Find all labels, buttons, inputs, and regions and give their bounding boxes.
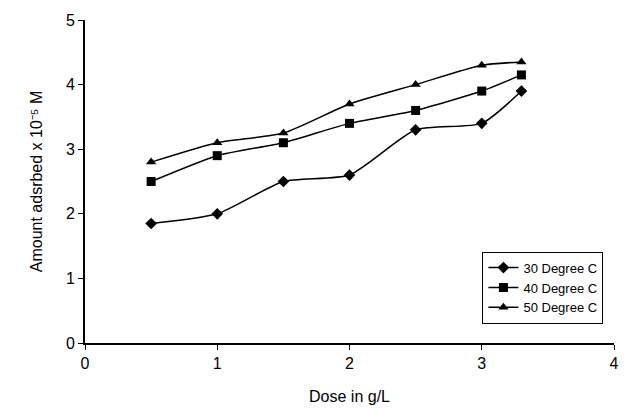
- svg-text:50 Degree C: 50 Degree C: [523, 300, 597, 315]
- svg-text:Dose in g/L: Dose in g/L: [309, 388, 390, 405]
- svg-text:3: 3: [66, 141, 75, 158]
- svg-text:Amount adsrbed x 10⁻⁵ M: Amount adsrbed x 10⁻⁵ M: [28, 91, 45, 273]
- svg-text:0: 0: [81, 355, 90, 372]
- svg-text:5: 5: [66, 12, 75, 29]
- svg-text:1: 1: [66, 270, 75, 287]
- svg-text:2: 2: [66, 205, 75, 222]
- svg-text:0: 0: [66, 335, 75, 352]
- svg-text:1: 1: [213, 355, 222, 372]
- svg-text:40 Degree C: 40 Degree C: [523, 281, 597, 296]
- svg-text:3: 3: [477, 355, 486, 372]
- svg-text:2: 2: [345, 355, 354, 372]
- svg-text:30 Degree C: 30 Degree C: [523, 261, 597, 276]
- svg-text:4: 4: [66, 76, 75, 93]
- svg-text:4: 4: [610, 355, 619, 372]
